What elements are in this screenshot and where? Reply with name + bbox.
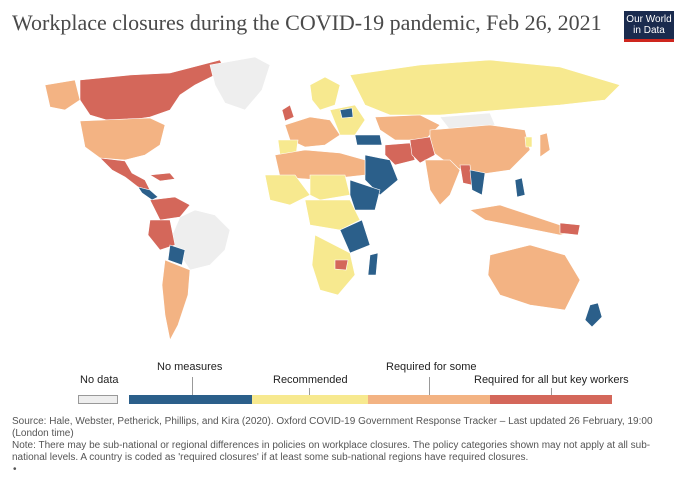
region-indochina[interactable] — [469, 169, 486, 196]
legend-swatch-required-all[interactable] — [490, 395, 612, 404]
footer-note: Note: There may be sub-national or regio… — [12, 440, 651, 463]
region-korea[interactable] — [524, 136, 533, 148]
region-iran[interactable] — [384, 142, 416, 166]
footer-bullet: • — [13, 464, 17, 475]
legend-tick — [309, 388, 310, 395]
region-argentina-chile[interactable] — [161, 259, 191, 341]
legend-label-no-measures: No measures — [157, 361, 223, 373]
legend-tick — [192, 377, 193, 395]
region-russia[interactable] — [349, 59, 621, 116]
region-mexico[interactable] — [99, 157, 151, 191]
legend-label-no-data: No data — [80, 374, 119, 386]
owid-logo[interactable]: Our World in Data — [624, 11, 674, 42]
legend-label-required-all: Required for all but key workers — [474, 374, 629, 386]
region-greenland[interactable] — [209, 56, 271, 111]
legend-swatch-required-some[interactable] — [368, 395, 490, 404]
region-afghanistan-pakistan[interactable] — [409, 136, 436, 164]
region-bolivia[interactable] — [167, 244, 186, 266]
region-central-america[interactable] — [137, 186, 159, 201]
region-zimbabwe[interactable] — [334, 259, 349, 271]
region-sahel[interactable] — [309, 174, 351, 201]
footer: Source: Hale, Webster, Petherick, Philli… — [12, 416, 680, 464]
region-scandinavia[interactable] — [309, 76, 341, 111]
region-arabia[interactable] — [364, 154, 399, 196]
region-philippines[interactable] — [514, 177, 526, 198]
logo-accent-bar — [624, 39, 674, 42]
region-belarus[interactable] — [339, 107, 354, 119]
region-india[interactable] — [424, 159, 461, 206]
region-peru[interactable] — [147, 219, 176, 251]
region-alaska[interactable] — [44, 79, 81, 111]
region-usa[interactable] — [79, 117, 166, 161]
region-southern-africa[interactable] — [311, 234, 356, 296]
region-central-africa[interactable] — [304, 199, 361, 231]
region-horn-africa[interactable] — [349, 179, 381, 211]
legend-tick — [551, 388, 552, 395]
chart-title: Workplace closures during the COVID-19 p… — [12, 10, 602, 35]
region-east-africa[interactable] — [339, 219, 371, 254]
region-australia[interactable] — [487, 244, 581, 311]
logo-line2: in Data — [633, 25, 665, 36]
region-uk[interactable] — [281, 104, 295, 122]
logo-line1: Our World — [626, 14, 672, 25]
region-canada[interactable] — [79, 59, 226, 122]
region-eastern-europe[interactable] — [329, 104, 366, 136]
world-map[interactable] — [20, 55, 670, 355]
region-caribbean[interactable] — [149, 172, 176, 182]
region-madagascar[interactable] — [367, 252, 379, 276]
legend-swatch-recommended[interactable] — [252, 395, 368, 404]
footer-source[interactable]: Source: Hale, Webster, Petherick, Philli… — [12, 416, 653, 439]
region-china[interactable] — [429, 124, 531, 176]
region-west-africa[interactable] — [264, 174, 311, 206]
region-turkey[interactable] — [354, 134, 383, 146]
region-new-zealand[interactable] — [584, 302, 603, 328]
region-colombia-venezuela[interactable] — [149, 196, 191, 221]
region-indonesia[interactable] — [469, 204, 581, 236]
legend-swatch-no-measures[interactable] — [129, 395, 252, 404]
region-japan[interactable] — [539, 132, 551, 158]
legend-label-required-some: Required for some — [386, 361, 477, 373]
legend-swatch-no-data[interactable] — [78, 395, 118, 404]
legend: No data No measures Recommended Required… — [0, 355, 690, 410]
legend-label-recommended: Recommended — [273, 374, 348, 386]
region-png[interactable] — [559, 222, 581, 236]
legend-tick — [429, 377, 430, 395]
